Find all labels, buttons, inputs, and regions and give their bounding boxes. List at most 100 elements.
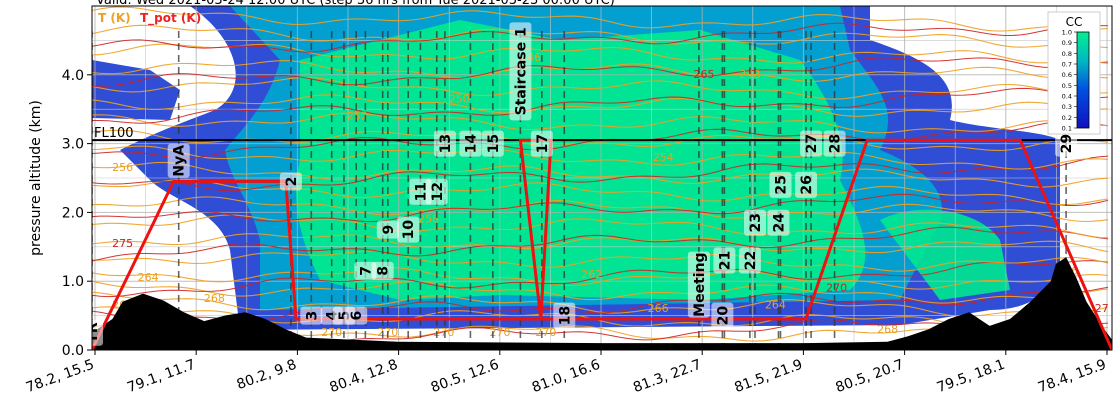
waypoint-label-group: 29 — [1055, 130, 1078, 157]
waypoint-label-group: 9 — [376, 220, 399, 239]
waypoint-label: 23 — [748, 213, 764, 232]
theta-contour — [92, 260, 1109, 298]
colorbar-label: CC — [1066, 15, 1083, 29]
x-tick-label: 80.2, 9.8 — [235, 357, 299, 393]
x-tick-label: 78.4, 15.9 — [1036, 357, 1108, 396]
waypoint-label-group: 22 — [738, 247, 761, 274]
t-contour — [92, 112, 1109, 134]
waypoint-label-bg — [167, 143, 190, 178]
waypoint-label: 17 — [535, 134, 551, 153]
waypoint-label-bg — [530, 130, 553, 157]
waypoint-label-bg — [300, 306, 323, 325]
waypoint-label-group: 2 — [279, 172, 302, 191]
contour-label: 268 — [204, 292, 225, 305]
waypoint-label: 24 — [771, 213, 787, 233]
waypoint-label-group: 8 — [371, 261, 394, 280]
colorbar-tick-label: 0.8 — [1062, 50, 1072, 58]
waypoint-label-bg — [769, 171, 792, 198]
t-contour — [92, 24, 1109, 49]
contour-label: 265 — [694, 68, 715, 81]
x-tick-label: 80.5, 20.7 — [834, 357, 906, 396]
t-contour — [92, 6, 1109, 32]
waypoint-label-group: 20 — [711, 302, 734, 329]
t-contour — [92, 291, 1109, 317]
waypoint-label-group: 24 — [767, 209, 790, 236]
y-axis-label: pressure altitude (km) — [28, 100, 44, 256]
fl100-label: FL100 — [94, 126, 134, 141]
contour-label: 266 — [648, 302, 669, 315]
waypoint-label: 5 — [337, 311, 353, 321]
waypoint-label-group: 3 — [300, 306, 323, 325]
waypoint-label: 25 — [774, 175, 790, 194]
contour-label: 27 — [1095, 302, 1109, 315]
t-contour — [92, 250, 1109, 272]
waypoint-label-bg — [795, 171, 817, 198]
contour-label: 270 — [535, 326, 556, 339]
theta-contour — [92, 155, 1109, 192]
t-contour — [92, 76, 1109, 100]
contour-label: 258 — [418, 213, 439, 226]
contour-label: 242 — [683, 0, 704, 9]
waypoint-label-bg — [425, 178, 448, 205]
contour-label: 264 — [765, 299, 786, 312]
waypoint-label: 12 — [430, 182, 446, 201]
waypoint-label-group: Staircase 1 — [509, 22, 532, 121]
waypoint-label-bg — [1055, 130, 1078, 157]
plot-area: 2422462522502652482542562582752642682682… — [92, 0, 1112, 350]
waypoint-label-group: 25 — [769, 171, 792, 198]
waypoint-label-group: 15 — [481, 130, 504, 157]
theta-contour — [92, 226, 1109, 262]
waypoint-label: 4 — [325, 310, 341, 320]
contour-label: 270 — [826, 282, 847, 295]
waypoint-label-bg — [345, 306, 368, 325]
waypoint-label: 7 — [358, 266, 374, 276]
x-tick-label: 80.5, 12.6 — [429, 357, 502, 396]
x-axis-ticks: 78.2, 15.5 79.1, 11.7 80.2, 9.8 80.4, 12.8 8… — [24, 350, 1108, 396]
waypoint-label: 11 — [413, 182, 429, 201]
colorbar-tick-label: 0.1 — [1062, 125, 1072, 133]
waypoint-label-bg — [92, 319, 103, 346]
waypoint-label-bg — [397, 216, 420, 243]
waypoint-label-group: 13 — [433, 130, 456, 157]
waypoint-label: 26 — [799, 175, 815, 194]
contour-label: 270 — [490, 326, 511, 339]
waypoint-label-group: 26 — [795, 171, 817, 198]
waypoint-label-bg — [713, 247, 736, 274]
waypoint-label-group: 17 — [530, 130, 553, 157]
waypoint-label-group: 21 — [713, 247, 736, 274]
contour-labels: 2422462522502652482542562582752642682682… — [112, 0, 1109, 339]
waypoint-label-bg — [433, 130, 456, 157]
waypoint-label-bg — [354, 261, 377, 280]
theta-contour — [92, 57, 1109, 87]
t-contour — [92, 233, 1109, 254]
waypoint-label-bg — [687, 251, 710, 318]
colorbar-tick-label: 0.9 — [1062, 39, 1072, 47]
contour-label: 256 — [112, 161, 133, 174]
waypoint-label: 15 — [486, 134, 502, 153]
legend-t-label: T (K) — [98, 11, 131, 25]
t-contour — [92, 267, 1109, 290]
t-contour — [92, 94, 1109, 117]
y-tick-label: 1.0 — [62, 274, 84, 290]
contour-label: 264 — [138, 271, 159, 284]
colorbar-tick-label: 1.0 — [1062, 29, 1072, 37]
t-contour — [92, 60, 1109, 82]
waypoint-label-group: 6 — [345, 306, 368, 325]
waypoint-label-bg — [800, 130, 823, 157]
t-contour — [92, 196, 1109, 223]
contour-label: 275 — [112, 237, 133, 250]
waypoint-label-group: 28 — [823, 130, 846, 157]
colorbar-ticks: 0.1 0.2 0.3 0.4 0.5 0.6 0.7 0.8 0.9 1.0 — [1062, 29, 1077, 133]
waypoint-label-bg — [481, 130, 504, 157]
waypoint-label: 21 — [717, 251, 733, 270]
waypoint-label: 18 — [557, 306, 573, 325]
waypoint-label-group: NyA — [167, 143, 190, 178]
y-tick-label: 3.0 — [62, 137, 84, 153]
waypoint-label: NyA — [172, 145, 188, 177]
x-tick-label: 80.4, 12.8 — [328, 357, 400, 396]
waypoint-label: 3 — [304, 311, 320, 321]
y-tick-label: 2.0 — [62, 205, 84, 221]
y-tick-label: 4.0 — [62, 68, 84, 84]
waypoint-label-bg — [371, 261, 394, 280]
